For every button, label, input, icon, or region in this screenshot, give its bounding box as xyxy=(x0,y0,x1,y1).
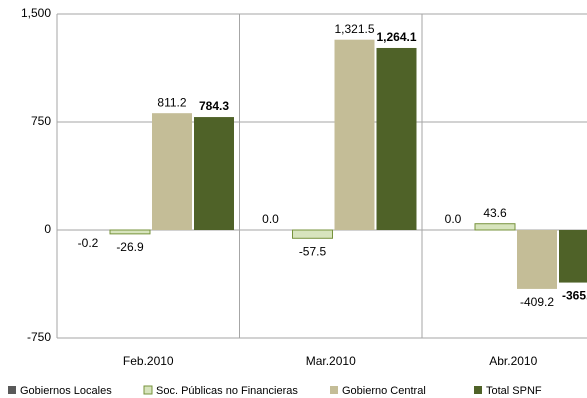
data-label: -409.2 xyxy=(520,295,554,309)
y-tick-label: 1,500 xyxy=(21,6,51,20)
data-label: 784.3 xyxy=(199,99,229,113)
data-label: 43.6 xyxy=(483,206,507,220)
bar xyxy=(194,117,234,230)
y-tick-label: -750 xyxy=(27,330,51,344)
y-tick-label: 0 xyxy=(44,222,51,236)
bar xyxy=(559,230,587,283)
bar xyxy=(517,230,557,289)
bar xyxy=(334,39,375,231)
data-label: 811.2 xyxy=(157,95,186,109)
data-label: 0.0 xyxy=(445,212,462,226)
data-label: -365.0 xyxy=(562,289,587,303)
data-label: 0.0 xyxy=(262,212,279,226)
x-tick-label: Abr.2010 xyxy=(489,354,537,368)
bar xyxy=(292,229,333,239)
data-label: -0.2 xyxy=(78,236,99,250)
legend-label: Gobierno Central xyxy=(342,385,426,397)
data-label: -26.9 xyxy=(116,240,144,254)
x-tick-label: Mar.2010 xyxy=(306,354,356,368)
y-tick-label: 750 xyxy=(31,114,51,128)
legend-swatch xyxy=(143,385,153,395)
legend-label: Gobiernos Locales xyxy=(20,385,112,397)
bar xyxy=(474,223,516,231)
legend-label: Soc. Públicas no Financieras xyxy=(156,385,298,397)
data-label: 1,321.5 xyxy=(334,22,374,36)
bar xyxy=(152,113,192,230)
legend-swatch xyxy=(474,386,482,394)
legend-swatch xyxy=(8,386,16,394)
data-label: 1,264.1 xyxy=(376,30,416,44)
bar xyxy=(109,229,151,235)
bar xyxy=(376,47,417,230)
legend-label: Total SPNF xyxy=(486,385,542,397)
legend-swatch xyxy=(330,386,338,394)
x-tick-label: Feb.2010 xyxy=(123,354,174,368)
data-label: -57.5 xyxy=(299,244,327,258)
